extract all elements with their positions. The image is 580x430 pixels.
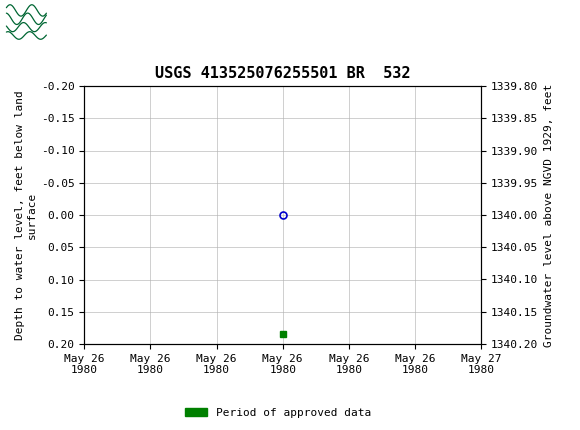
Y-axis label: Groundwater level above NGVD 1929, feet: Groundwater level above NGVD 1929, feet — [544, 83, 554, 347]
Legend: Period of approved data: Period of approved data — [181, 403, 376, 422]
Y-axis label: Depth to water level, feet below land
surface: Depth to water level, feet below land su… — [15, 90, 37, 340]
Bar — [5, 3, 48, 42]
Title: USGS 413525076255501 BR  532: USGS 413525076255501 BR 532 — [155, 66, 411, 81]
Text: USGS: USGS — [54, 14, 109, 31]
